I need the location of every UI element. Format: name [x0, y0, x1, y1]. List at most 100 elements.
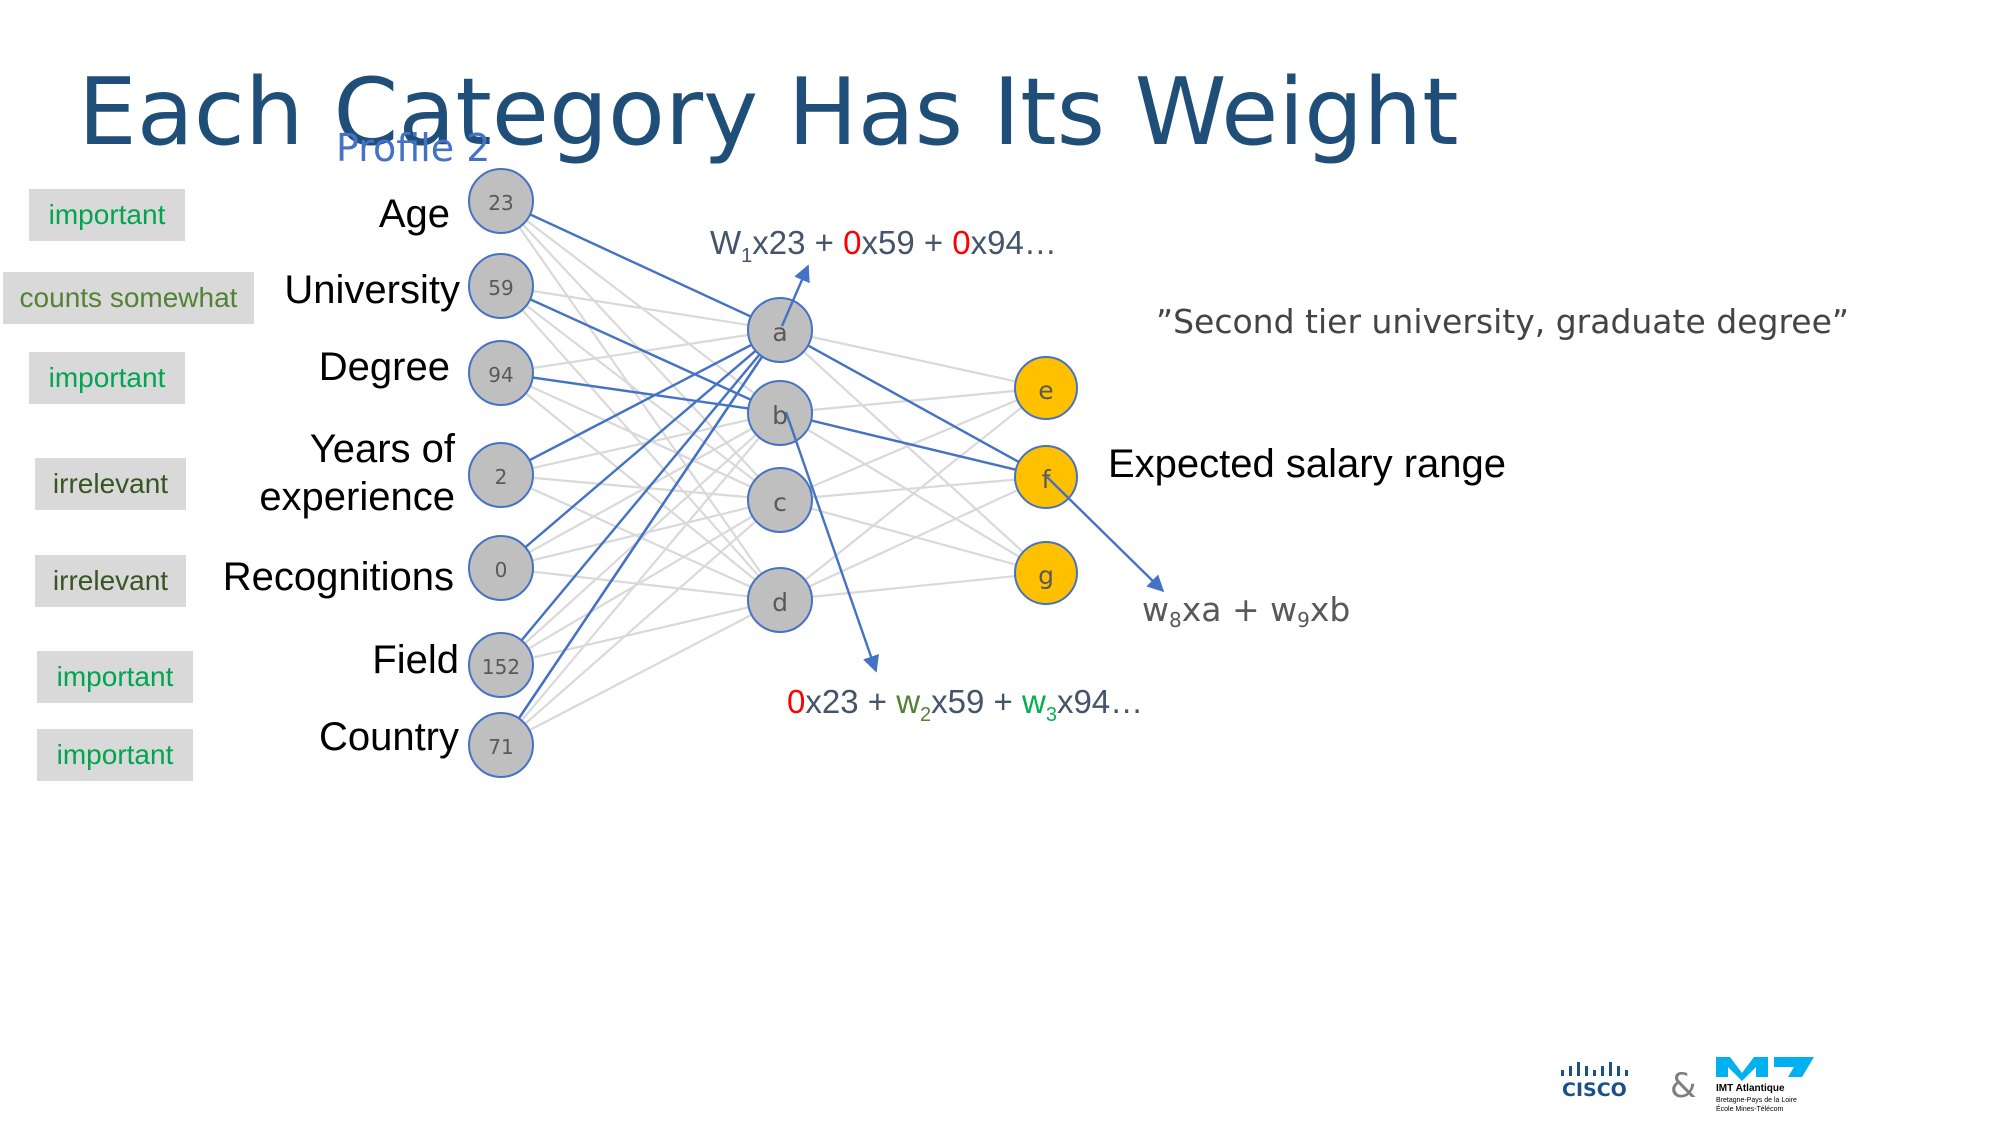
- highlighted-edge-hidden-b-output-f: [779, 411, 1047, 479]
- cisco-logo: CISCO: [1561, 1062, 1628, 1098]
- formula-subscript: 9: [1297, 608, 1310, 632]
- feature-label-recognitions: Recognitions: [222, 555, 454, 599]
- input-node-1: [468, 253, 534, 319]
- tag-recognitions: irrelevant: [35, 555, 186, 607]
- formula-zero: 0: [843, 224, 862, 261]
- edge-hidden-3-output-1: [779, 476, 1047, 601]
- feature-label-age: Age: [378, 192, 450, 236]
- formula-subscript: 3: [1045, 704, 1057, 726]
- edge-hidden-3-output-0: [779, 387, 1047, 601]
- input-node-3: [468, 442, 534, 508]
- feature-label-experience: Years of experience: [259, 427, 455, 519]
- formula-hidden-a: W1x23 + 0x59 + 0x94…: [710, 224, 1057, 268]
- input-node-3-label: 2: [495, 465, 508, 489]
- input-node-1-label: 59: [488, 276, 513, 300]
- feature-label-degree: Degree: [318, 345, 450, 389]
- highlighted-edge-input-5-hidden-0: [500, 329, 781, 666]
- ampersand: &: [1670, 1066, 1697, 1106]
- edge-input-3-hidden-2: [500, 473, 781, 502]
- edge-input-5-hidden-2: [500, 499, 781, 666]
- highlighted-edge-input-0-hidden-0: [500, 199, 781, 332]
- formula-zero: 0: [787, 683, 806, 720]
- edge-input-4-hidden-2: [500, 498, 781, 570]
- edge-hidden-2-output-2: [779, 498, 1047, 575]
- edge-input-6-hidden-2: [500, 499, 781, 746]
- tag-experience: irrelevant: [35, 458, 186, 510]
- edge-input-2-hidden-2: [500, 371, 781, 502]
- slide-title: Each Category Has Its Weight: [78, 58, 1459, 166]
- highlighted-edge-input-4-hidden-0: [500, 329, 781, 569]
- edge-input-5-hidden-3: [500, 598, 781, 667]
- profile-label: Profile 2: [336, 126, 491, 170]
- tag-degree: important: [29, 352, 185, 404]
- hidden-node-a-label: a: [772, 318, 787, 347]
- input-node-2-label: 94: [488, 363, 513, 387]
- input-node-5: [468, 632, 534, 698]
- edge-hidden-2-output-1: [779, 475, 1047, 502]
- tag-field: important: [37, 651, 193, 703]
- formula-term: x23 +: [805, 683, 897, 720]
- input-node-6: [468, 712, 534, 778]
- formula-weight: w: [1270, 590, 1298, 629]
- tag-age: important: [29, 189, 185, 241]
- imt-subtitle-1: Bretagne-Pays de la Loire: [1716, 1097, 1797, 1104]
- output-node-g-label: g: [1038, 561, 1054, 590]
- formula-weight: w: [896, 683, 921, 720]
- highlighted-edge-input-6-hidden-0: [500, 329, 781, 746]
- annotation-arrow-b: [784, 411, 879, 673]
- input-node-5-label: 152: [482, 655, 520, 679]
- formula-term: xa +: [1181, 590, 1271, 629]
- imt-name: IMT Atlantique: [1716, 1083, 1785, 1094]
- annotation-arrow-a: [780, 264, 810, 327]
- hidden-node-c-label: c: [773, 488, 787, 517]
- output-node-f-label: f: [1042, 465, 1052, 494]
- input-node-6-label: 71: [488, 735, 513, 759]
- hidden-node-c: [747, 467, 813, 533]
- feature-label-university: University: [284, 268, 460, 312]
- imt-atlantique-logo: IMT Atlantique Bretagne-Pays de la Loire…: [1716, 1057, 1814, 1113]
- output-node-e: [1014, 356, 1078, 420]
- formula-hidden-b: 0x23 + w2x59 + w3x94…: [787, 683, 1143, 727]
- output-node-e-label: e: [1038, 376, 1053, 405]
- hidden-node-b-label: b: [772, 401, 788, 430]
- feature-label-field: Field: [372, 638, 459, 682]
- input-node-2: [468, 340, 534, 406]
- cisco-logo-text: CISCO: [1562, 1079, 1627, 1098]
- edge-input-2-hidden-0: [500, 328, 781, 375]
- formula-term: x23 +: [752, 224, 844, 261]
- formula-subscript: 2: [920, 704, 932, 726]
- edge-hidden-3-output-2: [779, 571, 1047, 602]
- formula-weight: w: [1142, 590, 1169, 629]
- hidden-node-d-label: d: [772, 588, 788, 617]
- edge-input-6-hidden-1: [500, 412, 781, 746]
- formula-term: x94…: [970, 224, 1057, 261]
- edge-input-3-hidden-1: [500, 411, 781, 477]
- input-node-4-label: 0: [495, 558, 508, 582]
- imt-subtitle-2: École Mines-Télécom: [1716, 1104, 1783, 1113]
- highlighted-edge-input-2-hidden-1: [500, 371, 781, 415]
- formula-weight: w: [1021, 683, 1046, 720]
- edge-hidden-0-output-0: [779, 328, 1047, 390]
- formula-subscript: 8: [1169, 608, 1182, 632]
- edge-input-4-hidden-3: [500, 566, 781, 602]
- tag-country: important: [37, 729, 193, 781]
- output-label: Expected salary range: [1108, 442, 1507, 486]
- formula-term: x94…: [1056, 683, 1144, 720]
- formula-term: x59 +: [861, 224, 953, 261]
- annotation-arrow-f: [1046, 476, 1165, 593]
- edge-input-4-hidden-1: [500, 412, 781, 569]
- hidden-node-d: [747, 567, 813, 633]
- quote-text: ”Second tier university, graduate degree…: [1156, 302, 1849, 341]
- highlighted-edge-hidden-a-output-f: [779, 328, 1047, 479]
- highlighted-edge-input-3-hidden-0: [500, 328, 781, 477]
- hidden-node-b: [747, 380, 813, 446]
- edge-input-6-hidden-3: [500, 599, 781, 746]
- edge-input-0-hidden-3: [500, 200, 781, 601]
- edge-hidden-1-output-0: [779, 386, 1047, 415]
- highlighted-edge-input-1-hidden-1: [500, 284, 781, 415]
- formula-subscript: 1: [741, 245, 753, 267]
- formula-term: x59 +: [931, 683, 1022, 720]
- formula-output-f: w8xa + w9xb: [1142, 590, 1350, 632]
